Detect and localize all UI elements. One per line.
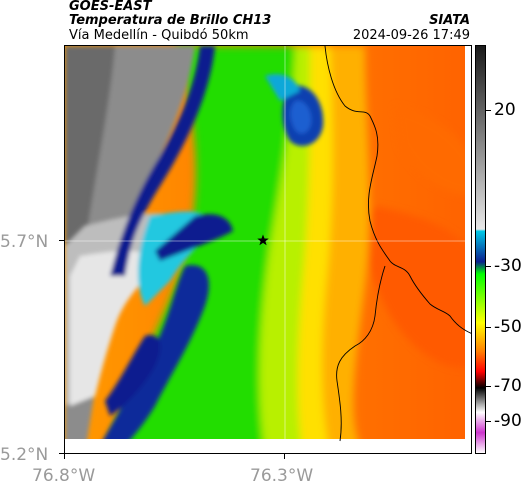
- colorbar-label-minus50: -50: [494, 317, 522, 337]
- source-label: SIATA: [429, 13, 470, 28]
- longitude-label-76-3W: 76.3°W: [250, 466, 314, 486]
- lat-tick: [59, 453, 64, 454]
- lat-tick: [59, 240, 64, 241]
- longitude-label-76-8W: 76.8°W: [32, 466, 96, 486]
- colorbar-tick: [486, 110, 491, 111]
- border-line-2: [336, 265, 386, 442]
- lon-tick: [284, 454, 285, 459]
- brightness-temperature-field: [65, 46, 471, 453]
- colorbar: [475, 45, 486, 454]
- colorbar-label-minus90: -90: [494, 411, 522, 431]
- satellite-title: GOES-EAST: [69, 0, 152, 14]
- colorbar-tick: [486, 327, 491, 328]
- region-subtitle: Vía Medellín - Quibdó 50km: [69, 28, 249, 43]
- product-title: Temperatura de Brillo CH13: [69, 13, 272, 28]
- latitude-label-5-2N: 5.2°N: [0, 445, 49, 465]
- latitude-label-5-7N: 5.7°N: [0, 232, 49, 252]
- colorbar-tick: [486, 386, 491, 387]
- colorbar-tick: [486, 421, 491, 422]
- colorbar-label-20: 20: [494, 100, 516, 120]
- datetime-label: 2024-09-26 17:49: [352, 28, 470, 43]
- satellite-map[interactable]: [64, 45, 472, 454]
- colorbar-tick: [486, 266, 491, 267]
- colorbar-label-minus70: -70: [494, 376, 522, 396]
- lon-tick: [64, 454, 65, 459]
- border-line: [324, 46, 471, 334]
- colorbar-label-minus30: -30: [494, 256, 522, 276]
- colorbar-gradient: [476, 46, 485, 453]
- location-star-marker: [257, 234, 269, 246]
